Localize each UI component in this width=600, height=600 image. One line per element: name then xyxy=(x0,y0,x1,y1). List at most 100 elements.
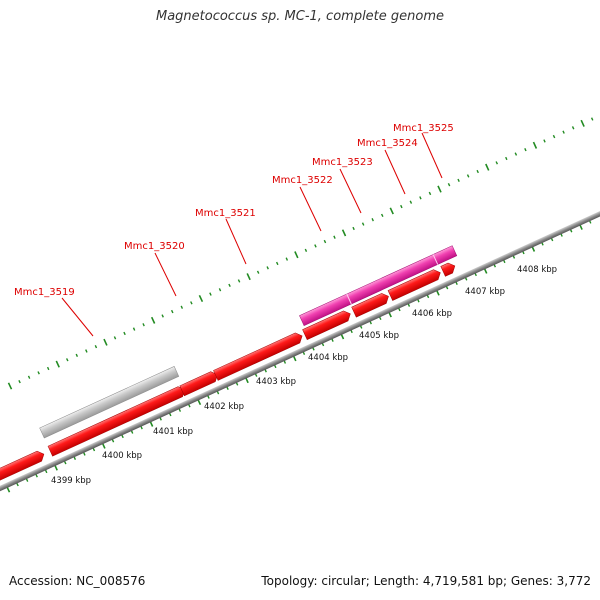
minor-tick xyxy=(350,329,353,334)
scale-label: 4404 kbp xyxy=(308,353,348,363)
minor-tick xyxy=(27,375,31,379)
minor-tick xyxy=(541,242,544,246)
scale-label: 4406 kbp xyxy=(412,309,452,319)
minor-tick xyxy=(419,196,422,200)
minor-tick xyxy=(85,349,88,353)
gene-feature-partial[interactable] xyxy=(0,449,46,490)
minor-tick xyxy=(63,461,67,465)
minor-tick xyxy=(514,152,518,156)
major-tick xyxy=(485,163,490,171)
minor-tick xyxy=(16,482,19,487)
scale-label: 4399 kbp xyxy=(51,476,91,486)
minor-tick xyxy=(188,404,191,408)
minor-tick xyxy=(400,204,403,209)
gene-label-mmc1-3523: Mmc1_3523 xyxy=(312,157,373,168)
minor-tick xyxy=(464,277,468,281)
major-tick xyxy=(55,360,60,368)
minor-tick xyxy=(407,303,411,307)
gene-feature-mmc1-3524[interactable] xyxy=(387,268,443,301)
minor-tick xyxy=(46,366,50,371)
minor-tick xyxy=(75,353,79,357)
scale-label: 4407 kbp xyxy=(465,287,505,297)
minor-tick xyxy=(25,478,29,482)
label-leader-mmc1-3522 xyxy=(299,186,322,232)
minor-tick xyxy=(302,351,306,355)
gene-feature-mmc1-3523[interactable] xyxy=(351,291,391,318)
minor-tick xyxy=(65,358,69,362)
minor-tick xyxy=(264,369,267,373)
minor-tick xyxy=(283,360,287,364)
minor-tick xyxy=(409,200,413,204)
minor-tick xyxy=(562,130,565,134)
gene-feature-mmc1-3522[interactable] xyxy=(302,309,353,340)
minor-tick xyxy=(543,139,546,143)
label-leader-mmc1-3521 xyxy=(225,218,247,265)
minor-tick xyxy=(476,169,479,174)
gene-label-mmc1-3525: Mmc1_3525 xyxy=(393,123,454,134)
minor-tick xyxy=(457,178,460,182)
minor-tick xyxy=(256,270,260,274)
gene-label-mmc1-3520: Mmc1_3520 xyxy=(124,241,185,252)
minor-tick xyxy=(552,134,556,139)
minor-tick xyxy=(178,408,182,412)
genome-backbone xyxy=(0,181,600,503)
minor-tick xyxy=(352,226,355,231)
label-leader-mmc1-3520 xyxy=(154,252,177,297)
minor-tick xyxy=(371,218,374,222)
minor-tick xyxy=(121,434,124,439)
minor-tick xyxy=(226,386,229,391)
minor-tick xyxy=(361,222,365,226)
minor-tick xyxy=(235,382,239,386)
minor-tick xyxy=(455,281,458,285)
gene-feature-mmc1-3520[interactable] xyxy=(179,370,220,397)
minor-tick xyxy=(323,239,327,244)
minor-tick xyxy=(237,279,241,283)
minor-tick xyxy=(359,325,363,329)
minor-tick xyxy=(378,316,382,321)
major-tick xyxy=(341,229,347,237)
minor-tick xyxy=(380,213,384,218)
major-tick xyxy=(103,338,108,346)
major-tick xyxy=(198,294,204,303)
minor-tick xyxy=(445,286,449,290)
gene-label-mmc1-3521: Mmc1_3521 xyxy=(195,208,256,219)
minor-tick xyxy=(94,345,98,349)
minor-tick xyxy=(216,391,220,395)
minor-tick xyxy=(159,417,162,421)
feature-divider xyxy=(346,293,352,305)
outer-tick-track xyxy=(7,117,594,390)
minor-tick xyxy=(228,283,231,288)
minor-tick xyxy=(474,272,477,277)
minor-tick xyxy=(312,347,315,351)
minor-tick xyxy=(273,364,277,369)
minor-tick xyxy=(113,336,117,340)
label-leader-mmc1-3523 xyxy=(339,168,362,214)
minor-tick xyxy=(209,292,212,296)
minor-tick xyxy=(35,474,38,478)
inner-tick-track xyxy=(5,220,592,493)
minor-tick xyxy=(44,469,48,474)
minor-tick xyxy=(142,323,145,327)
minor-tick xyxy=(132,327,136,331)
gene-feature-mmc1-3521[interactable] xyxy=(213,331,304,381)
gene-label-mmc1-3519: Mmc1_3519 xyxy=(14,287,75,298)
minor-tick xyxy=(161,314,164,318)
gene-feature-mmc1-3525[interactable] xyxy=(440,261,457,277)
gene-feature-mmc1-3519[interactable] xyxy=(39,366,180,439)
minor-tick xyxy=(426,294,430,299)
accession-text: Accession: NC_008576 xyxy=(9,574,146,588)
gene-feature-rna-block[interactable] xyxy=(299,245,458,326)
minor-tick xyxy=(285,257,289,261)
label-leader-mmc1-3519 xyxy=(61,297,94,337)
minor-tick xyxy=(524,148,527,152)
minor-tick xyxy=(314,244,317,248)
minor-tick xyxy=(503,259,506,264)
minor-tick xyxy=(417,299,420,303)
major-tick xyxy=(294,251,299,259)
minor-tick xyxy=(218,288,222,292)
minor-tick xyxy=(304,248,308,252)
scale-label: 4403 kbp xyxy=(256,377,296,387)
major-tick xyxy=(7,382,13,390)
minor-tick xyxy=(170,309,174,314)
